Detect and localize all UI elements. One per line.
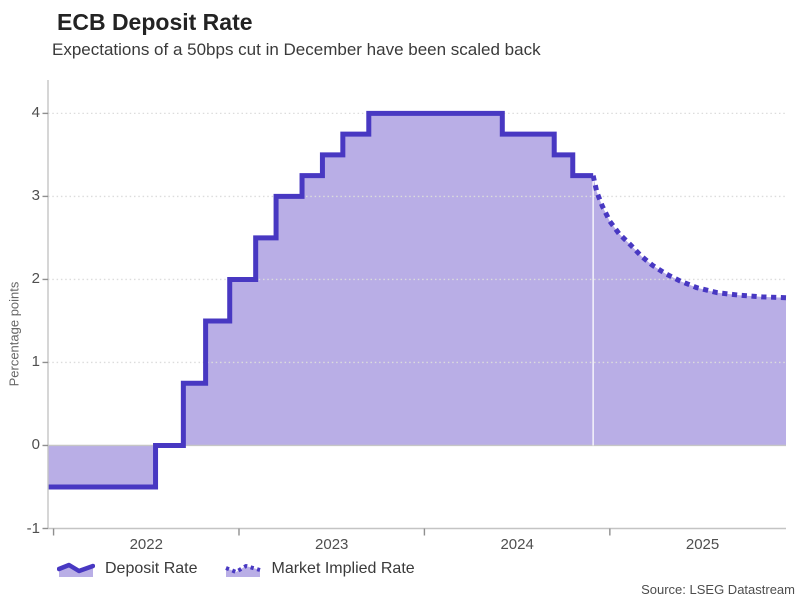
y-tick-label: 0 xyxy=(31,436,40,454)
y-tick-label: 4 xyxy=(31,104,40,122)
market-implied-rate-line xyxy=(590,175,787,301)
y-tick-label: -1 xyxy=(26,519,40,537)
legend-item-market-implied-rate: Market Implied Rate xyxy=(224,560,415,578)
rate-area-fill xyxy=(48,113,786,487)
chart-legend: Deposit Rate Market Implied Rate xyxy=(57,560,415,578)
page-title: ECB Deposit Rate xyxy=(57,9,253,35)
dotted-wave-icon xyxy=(224,564,261,577)
x-tick-label: 2025 xyxy=(685,536,720,553)
y-tick-label: 3 xyxy=(31,187,40,205)
area-wave-icon xyxy=(57,562,95,577)
chart-subtitle: Expectations of a 50bps cut in December … xyxy=(52,40,541,59)
y-tick-label: 2 xyxy=(31,270,40,288)
legend-label: Deposit Rate xyxy=(105,560,198,577)
source-credit: Source: LSEG Datastream xyxy=(641,582,795,597)
x-tick-label: 2023 xyxy=(315,536,349,553)
x-tick-label: 2022 xyxy=(129,536,163,553)
deposit-rate-line xyxy=(48,110,594,490)
legend-label: Market Implied Rate xyxy=(271,560,415,577)
x-tick-label: 2024 xyxy=(500,536,534,553)
legend-item-deposit-rate: Deposit Rate xyxy=(57,560,198,578)
y-tick-label: 1 xyxy=(31,353,40,371)
